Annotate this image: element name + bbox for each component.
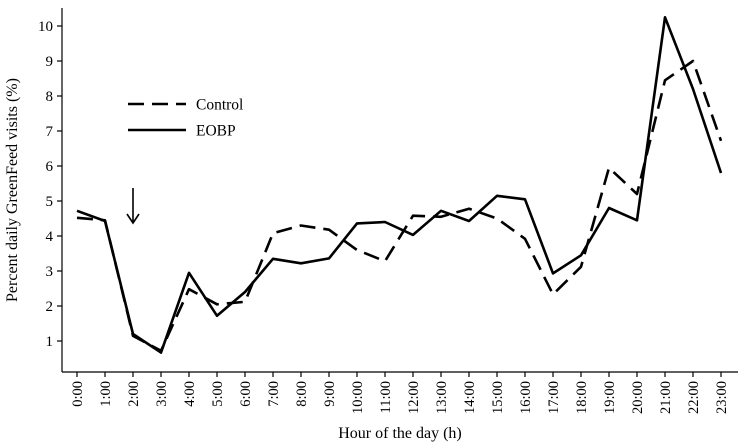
y-tick-label: 7 xyxy=(46,124,54,140)
x-tick-label: 15:00 xyxy=(490,381,506,414)
x-tick-label: 8:00 xyxy=(294,381,310,407)
x-tick-label: 12:00 xyxy=(406,381,422,414)
y-axis-ticks: 1 2 3 4 5 6 7 8 9 10 xyxy=(38,19,62,350)
x-tick-label: 18:00 xyxy=(574,381,590,414)
x-tick-label: 14:00 xyxy=(462,381,478,414)
x-tick-label: 9:00 xyxy=(322,381,338,407)
x-tick-label: 19:00 xyxy=(602,381,618,414)
annotations xyxy=(126,188,140,225)
legend-label-control: Control xyxy=(196,97,243,114)
y-tick-label: 1 xyxy=(46,334,54,350)
x-tick-label: 2:00 xyxy=(126,381,142,407)
x-tick-label: 20:00 xyxy=(630,381,646,414)
x-tick-label: 11:00 xyxy=(378,381,394,414)
down-arrow-icon xyxy=(126,188,140,225)
x-tick-label: 4:00 xyxy=(182,381,198,407)
y-tick-label: 10 xyxy=(38,19,53,35)
y-tick-label: 6 xyxy=(46,159,54,175)
y-tick-label: 2 xyxy=(46,299,54,315)
x-tick-label: 22:00 xyxy=(686,381,702,414)
series-line-eobp xyxy=(76,15,723,354)
x-tick-label: 23:00 xyxy=(714,381,730,414)
x-tick-label: 7:00 xyxy=(266,381,282,407)
y-tick-label: 5 xyxy=(46,194,54,210)
x-tick-label: 10:00 xyxy=(350,381,366,414)
x-tick-label: 6:00 xyxy=(238,381,254,407)
x-axis-title: Hour of the day (h) xyxy=(338,425,462,442)
series-line-control xyxy=(76,59,723,353)
y-axis-title: Percent daily GreenFeed visits (%) xyxy=(4,78,21,302)
y-tick-label: 4 xyxy=(46,229,54,245)
x-tick-label: 13:00 xyxy=(434,381,450,414)
y-tick-label: 9 xyxy=(46,54,54,70)
series-layer xyxy=(76,15,723,354)
x-axis-ticks: 0:00 1:00 2:00 3:00 4:00 5:00 6:00 7:00 8:00 9:00… xyxy=(70,372,730,414)
x-tick-label: 3:00 xyxy=(154,381,170,407)
x-tick-label: 21:00 xyxy=(658,381,674,414)
plot-area xyxy=(61,8,738,373)
y-tick-label: 8 xyxy=(46,89,54,105)
x-tick-label: 16:00 xyxy=(518,381,534,414)
legend-label-eobp: EOBP xyxy=(196,123,236,140)
legend: Control EOBP xyxy=(128,97,243,140)
x-tick-label: 17:00 xyxy=(546,381,562,414)
y-tick-label: 3 xyxy=(46,264,54,280)
x-tick-label: 0:00 xyxy=(70,381,86,407)
x-tick-label: 5:00 xyxy=(210,381,226,407)
x-tick-label: 1:00 xyxy=(98,381,114,407)
